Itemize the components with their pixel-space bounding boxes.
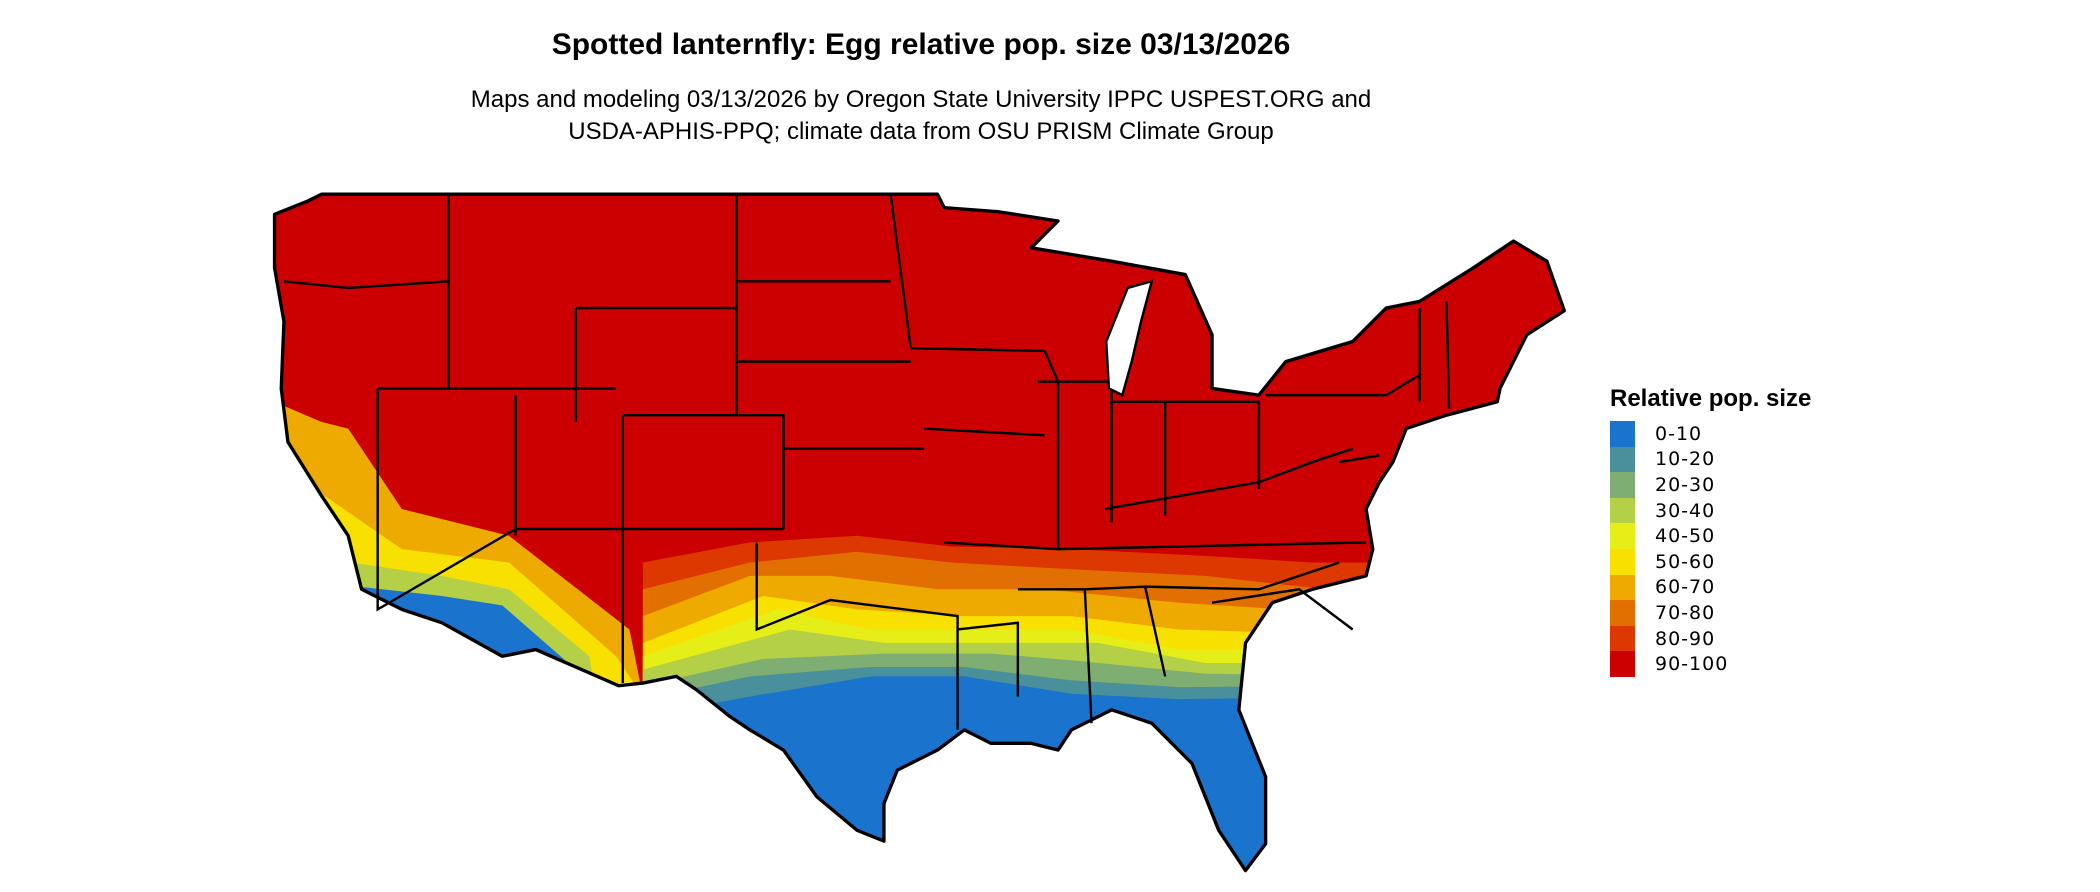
legend-label: 30-40 [1655,499,1716,522]
legend-swatch [1610,421,1635,447]
state-border [1165,400,1261,489]
legend-item: 20-30 [1610,472,1811,498]
state-border [889,194,912,349]
us-outline [272,192,1566,873]
legend: Relative pop. size 0-10 10-20 20-30 30-40 40… [1610,385,1811,677]
legend-swatch [1610,600,1635,626]
legend-label: 90-100 [1655,653,1729,676]
legend-label: 70-80 [1655,601,1716,624]
legend-label: 80-90 [1655,627,1716,650]
legend-swatch [1610,574,1635,601]
legend-item: 80-90 [1610,625,1811,652]
state-borders [283,194,1451,730]
legend-swatch [1610,497,1635,524]
state-border [376,388,517,612]
legend-label: 60-70 [1655,576,1716,599]
legend-item: 50-60 [1610,548,1811,575]
state-border [957,621,1020,697]
map-subtitle: Maps and modeling 03/13/2026 by Oregon S… [0,84,1842,148]
band-0-10 [642,676,1393,871]
legend-item: 0-10 [1610,421,1811,447]
legend-swatch [1610,651,1635,677]
legend-swatch [1610,523,1635,549]
legend-swatch [1610,548,1635,575]
state-border [1445,301,1451,409]
state-border [1104,447,1354,511]
state-border [1339,454,1380,464]
subtitle-line-2: USDA-APHIS-PPQ; climate data from OSU PR… [568,118,1274,145]
legend-label: 10-20 [1655,448,1716,471]
state-border [283,280,449,290]
lake-michigan [1105,279,1154,397]
state-border [910,347,1045,353]
great-lakes [1105,279,1154,397]
legend-label: 50-60 [1655,550,1716,573]
state-border [755,542,959,730]
legend-item: 90-100 [1610,651,1811,677]
state-border [1265,373,1421,397]
legend-label: 20-30 [1655,473,1716,496]
legend-swatch [1610,625,1635,652]
legend-title: Relative pop. size [1610,385,1812,412]
state-border [944,541,1059,551]
legend-item: 40-50 [1610,523,1811,549]
legend-item: 70-80 [1610,600,1811,626]
map-title: Spotted lanternfly: Egg relative pop. si… [551,28,1291,61]
state-border [1084,585,1167,677]
legend-swatch [1610,472,1635,498]
legend-swatch [1610,446,1635,473]
legend-label: 0-10 [1655,422,1703,445]
subtitle-line-1: Maps and modeling 03/13/2026 by Oregon S… [470,86,1372,113]
legend-label: 40-50 [1655,525,1716,548]
state-border [1211,588,1354,631]
legend-item: 10-20 [1610,446,1811,473]
state-border [622,413,785,530]
state-border [1145,561,1340,591]
state-border [1058,541,1367,551]
state-border [924,427,1045,437]
legend-item: 30-40 [1610,497,1811,524]
legend-item: 60-70 [1610,574,1811,601]
